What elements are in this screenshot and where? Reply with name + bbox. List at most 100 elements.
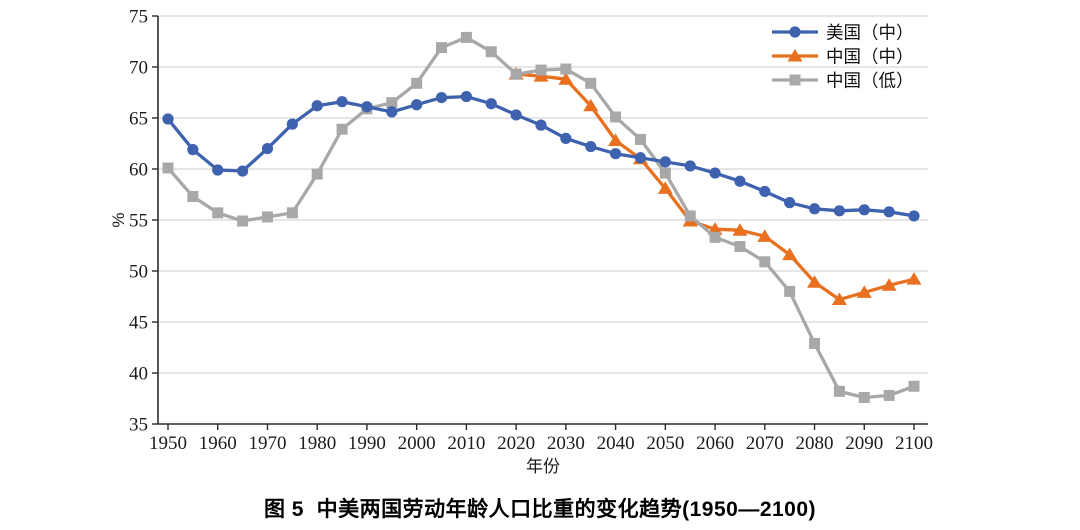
- series-cn-mid-line: [514, 72, 916, 302]
- series-cn-low-marker: [311, 168, 323, 180]
- series-us-mid-marker: [510, 109, 522, 121]
- series-cn-mid-marker: [906, 272, 922, 285]
- series-us-mid-marker: [659, 156, 671, 168]
- series-cn-mid-marker: [856, 285, 872, 298]
- series-cn-mid-marker: [608, 133, 624, 146]
- series-cn-mid-marker: [657, 181, 673, 194]
- y-tick-label: 70: [129, 58, 148, 79]
- series-us-mid-line: [166, 94, 916, 218]
- x-tick-label: 2050: [646, 433, 684, 454]
- y-tick-label: 35: [129, 415, 148, 436]
- series-us-mid-marker: [361, 101, 373, 113]
- series-cn-low-marker: [436, 42, 448, 54]
- series-cn-mid-marker: [757, 229, 773, 242]
- series-cn-low-marker: [759, 256, 771, 268]
- series-us-mid-marker: [808, 203, 821, 215]
- gridlines: [158, 15, 928, 374]
- legend-marker-square: [789, 74, 801, 86]
- series-us-mid-marker: [212, 164, 224, 176]
- series-us-mid-marker: [734, 175, 746, 187]
- series-us-mid-marker: [585, 140, 597, 153]
- x-tick-label: 2040: [597, 433, 635, 454]
- series-cn-mid-marker: [707, 222, 723, 235]
- series-cn-low-marker: [162, 162, 174, 174]
- series-us-mid-marker: [908, 210, 920, 222]
- legend-marker-triangle: [787, 49, 803, 62]
- series-cn-mid-marker: [558, 72, 574, 85]
- y-tick-label: 45: [129, 313, 148, 334]
- legend-item-cn-low: 中国（低）: [772, 71, 914, 91]
- x-tick-label: 1980: [298, 433, 336, 454]
- series-us-mid-marker: [386, 106, 398, 118]
- population-trend-line-chart: 35 40 45 50 55 60 65 70 75 1950 1960 1970 1980 1990 20…: [109, 7, 933, 477]
- series-cn-mid-marker: [831, 292, 847, 306]
- series-us-mid-marker: [261, 143, 274, 155]
- series-us-mid-marker: [460, 90, 472, 103]
- x-tick-label: 2080: [796, 433, 834, 454]
- series-us-mid-marker: [784, 197, 796, 209]
- series-us-mid-marker: [286, 118, 298, 130]
- series-cn-low-marker: [684, 210, 696, 222]
- x-axis-title: 年份: [526, 457, 560, 476]
- y-tick-label: 40: [129, 364, 148, 385]
- series-cn-low-marker: [659, 167, 671, 179]
- legend-marker-circle: [789, 26, 801, 38]
- series-cn-low-marker: [610, 111, 622, 123]
- series-us-mid-marker: [187, 144, 199, 156]
- series-us-mid-marker: [684, 160, 696, 172]
- series-cn-low-marker: [336, 123, 348, 135]
- y-tick-label: 55: [129, 211, 148, 232]
- series-cn-low-marker: [883, 389, 895, 401]
- series-us-mid-marker: [634, 152, 647, 164]
- series-cn-low-marker: [286, 207, 298, 219]
- legend: 美国（中） 中国（中） 中国（低）: [772, 23, 914, 91]
- series-us-mid-marker: [535, 119, 547, 131]
- y-tick-label: 75: [129, 7, 148, 28]
- series-cn-low-marker: [560, 63, 572, 75]
- x-tick-label: 1950: [149, 433, 187, 454]
- legend-label: 中国（低）: [826, 71, 914, 91]
- series-cn-low-marker: [585, 77, 597, 89]
- series-us-mid-marker: [237, 165, 249, 177]
- series-us-mid-marker: [610, 148, 622, 160]
- x-tick-label: 2100: [895, 433, 933, 454]
- y-tick-label: 50: [129, 262, 148, 283]
- series-cn-mid-marker: [732, 223, 748, 236]
- series-us-mid-marker: [336, 96, 348, 108]
- series-cn-low-marker: [187, 191, 199, 203]
- y-axis-ticks: 35 40 45 50 55 60 65 70 75: [129, 7, 158, 436]
- x-tick-label: 2070: [746, 433, 784, 454]
- x-tick-label: 1990: [348, 433, 386, 454]
- series-cn-low-marker: [510, 68, 522, 80]
- series-us-mid-marker: [560, 132, 572, 144]
- series-us-mid-marker: [435, 92, 448, 104]
- series-cn-low-marker: [734, 241, 746, 253]
- series-us-mid-marker: [858, 204, 870, 216]
- legend-item-us-mid: 美国（中）: [772, 23, 914, 43]
- series-cn-low-marker: [411, 77, 423, 89]
- series-cn-low-marker: [237, 215, 249, 227]
- x-tick-label: 2030: [547, 433, 585, 454]
- x-tick-label: 2010: [447, 433, 485, 454]
- x-tick-label: 2020: [497, 433, 535, 454]
- series-cn-low-marker: [386, 97, 398, 109]
- series-cn-low-marker: [634, 133, 646, 145]
- series-cn-low-marker: [460, 31, 472, 43]
- x-tick-label: 2000: [398, 433, 436, 454]
- series-cn-low-marker: [261, 211, 273, 223]
- series-cn-low-marker: [485, 46, 497, 58]
- x-tick-label: 2060: [696, 433, 734, 454]
- x-tick-label: 1960: [199, 433, 237, 454]
- legend-item-cn-mid: 中国（中）: [772, 47, 914, 67]
- series-cn-low-marker: [784, 285, 796, 297]
- series-us-mid-marker: [485, 98, 497, 110]
- y-axis-title: %: [109, 212, 128, 227]
- series-us-mid-marker: [883, 206, 895, 218]
- series-cn-low-marker: [212, 207, 224, 219]
- legend-label: 美国（中）: [826, 23, 914, 43]
- x-tick-label: 2090: [845, 433, 883, 454]
- series-us-mid: [162, 90, 920, 222]
- y-tick-label: 60: [129, 160, 148, 181]
- series-us-mid-marker: [833, 205, 846, 217]
